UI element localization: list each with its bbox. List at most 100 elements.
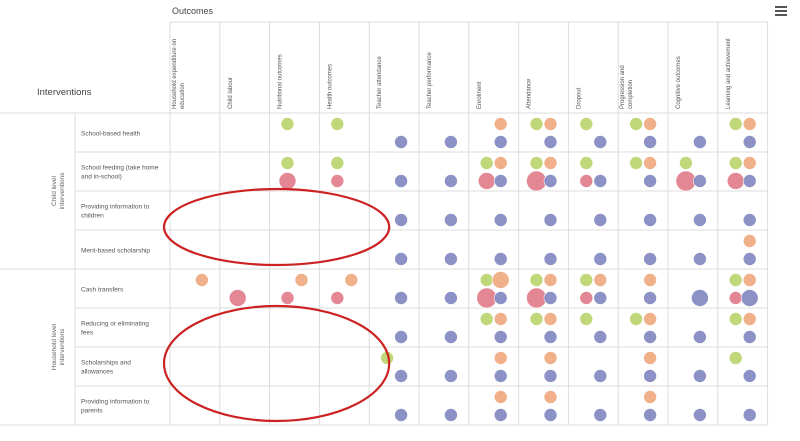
column-header: Enrolment bbox=[477, 81, 483, 109]
bubble-blue bbox=[742, 135, 757, 149]
bubble-orange bbox=[742, 312, 757, 326]
outcomes-title: Outcomes bbox=[172, 6, 214, 16]
bubble-green bbox=[579, 312, 594, 326]
bubble-green bbox=[330, 156, 345, 170]
annotation-ellipse bbox=[162, 304, 391, 423]
bubble-blue bbox=[394, 408, 408, 422]
column-header: Teacher performance bbox=[427, 52, 433, 109]
bubble-blue bbox=[444, 252, 458, 266]
bubble-orange bbox=[491, 271, 510, 289]
bubble-blue bbox=[742, 408, 757, 422]
bubble-blue bbox=[593, 135, 608, 149]
bubble-blue bbox=[693, 330, 707, 344]
row-label: Reducing or eliminating fees bbox=[81, 321, 149, 337]
bubble-green bbox=[330, 117, 345, 131]
bubble-blue bbox=[693, 369, 707, 383]
group-label: Household levelinterventions bbox=[51, 323, 66, 370]
bubble-blue bbox=[493, 291, 508, 305]
row-label: School feeding (take home and in-school) bbox=[81, 165, 159, 181]
bubble-blue bbox=[691, 289, 709, 307]
bubble-blue bbox=[742, 174, 757, 188]
bubble-orange bbox=[294, 273, 309, 287]
bubble-blue bbox=[444, 213, 458, 227]
bubble-green bbox=[529, 156, 544, 170]
bubble-orange bbox=[643, 351, 657, 365]
bubble-blue bbox=[444, 135, 458, 149]
bubble-blue bbox=[493, 174, 508, 188]
bubble-green bbox=[529, 312, 544, 326]
row-label: School-based health bbox=[81, 131, 141, 138]
interventions-title: Interventions bbox=[37, 87, 92, 98]
bubble-blue bbox=[543, 252, 558, 266]
bubble-orange bbox=[742, 117, 757, 131]
bubble-green bbox=[579, 273, 594, 287]
bubble-blue bbox=[493, 135, 508, 149]
hamburger-menu-icon[interactable] bbox=[775, 6, 787, 16]
bubble-green bbox=[728, 351, 743, 365]
bubble-blue bbox=[444, 408, 458, 422]
bubble-orange bbox=[493, 390, 508, 404]
bubble-blue bbox=[693, 135, 707, 149]
bubble-blue bbox=[693, 408, 707, 422]
bubble-blue bbox=[394, 135, 408, 149]
bubble-blue bbox=[643, 291, 657, 305]
bubble-blue bbox=[493, 408, 508, 422]
bubble-blue bbox=[742, 252, 757, 266]
row-label: Merit-based scholarship bbox=[81, 248, 150, 255]
bubble-red bbox=[330, 174, 345, 188]
bubble-orange bbox=[643, 117, 657, 131]
bubble-blue bbox=[643, 213, 657, 227]
bubble-blue bbox=[643, 330, 657, 344]
bubble-blue bbox=[593, 213, 608, 227]
bubble-orange bbox=[195, 273, 209, 287]
bubble-green bbox=[579, 156, 594, 170]
bubble-green bbox=[629, 156, 643, 170]
bubble-orange bbox=[543, 390, 558, 404]
bubble-orange bbox=[493, 117, 508, 131]
bubble-orange bbox=[643, 390, 657, 404]
bubble-blue bbox=[394, 213, 408, 227]
bubble-orange bbox=[643, 156, 657, 170]
bubble-orange bbox=[493, 312, 508, 326]
bubble-blue bbox=[643, 369, 657, 383]
bubble-orange bbox=[493, 351, 508, 365]
bubble-blue bbox=[493, 213, 508, 227]
bubble-blue bbox=[693, 174, 707, 188]
bubble-red bbox=[675, 170, 697, 192]
bubble-green bbox=[629, 312, 643, 326]
column-header: Teacher attendance bbox=[377, 56, 383, 109]
bubble-green bbox=[629, 117, 643, 131]
bubble-green bbox=[728, 273, 743, 287]
bubble-green bbox=[579, 117, 594, 131]
annotation-ellipse bbox=[162, 187, 391, 267]
bubble-blue bbox=[394, 369, 408, 383]
bubble-green bbox=[728, 312, 743, 326]
bubble-blue bbox=[593, 330, 608, 344]
row-label: Providing information to children bbox=[81, 204, 150, 220]
bubble-blue bbox=[543, 408, 558, 422]
bubble-blue bbox=[444, 291, 458, 305]
bubble-orange bbox=[643, 312, 657, 326]
bubble-blue bbox=[493, 369, 508, 383]
bubble-blue bbox=[444, 174, 458, 188]
bubble-blue bbox=[543, 135, 558, 149]
bubble-orange bbox=[643, 273, 657, 287]
bubble-blue bbox=[394, 174, 408, 188]
bubble-orange bbox=[742, 234, 757, 248]
bubble-blue bbox=[543, 330, 558, 344]
bubble-blue bbox=[394, 252, 408, 266]
bubble-red bbox=[526, 287, 547, 309]
column-header: Nutritional outcomes bbox=[278, 54, 284, 109]
row-label: Providing information to parents bbox=[81, 399, 150, 415]
bubble-blue bbox=[394, 291, 408, 305]
bubble-blue bbox=[740, 289, 759, 307]
bubble-green bbox=[529, 117, 544, 131]
bubble-blue bbox=[543, 213, 558, 227]
bubble-blue bbox=[643, 174, 657, 188]
bubble-orange bbox=[593, 273, 608, 287]
bubble-green bbox=[479, 156, 494, 170]
column-header: Cognitive outcomes bbox=[676, 56, 682, 109]
bubble-green bbox=[529, 273, 544, 287]
bubble-red bbox=[579, 291, 594, 305]
